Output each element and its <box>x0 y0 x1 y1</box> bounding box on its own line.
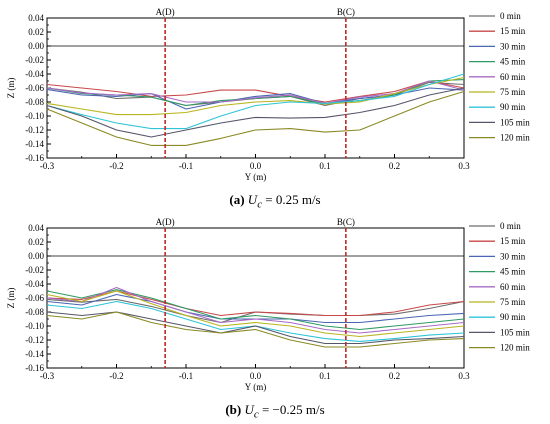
panel-b-series-8 <box>46 311 465 348</box>
panel-b-xtick-label: -0.2 <box>109 371 123 381</box>
panel-b-ytick-label: -0.16 <box>25 363 44 373</box>
panel-a-legend-label-8: 120 min <box>500 133 530 143</box>
panel-a-ytick-label: -0.02 <box>25 55 44 65</box>
panel-a-legend-label-6: 90 min <box>500 102 526 112</box>
panel-b-legend-label-7: 105 min <box>500 327 530 337</box>
panel-b-marker-label-1: B(C) <box>337 217 355 227</box>
panel-b-caption-symbol: U <box>244 402 254 417</box>
panel-b-series-4 <box>46 286 465 334</box>
panel-a-ytick-label: 0.02 <box>28 27 44 37</box>
panel-a-ylabel: Z (m) <box>6 78 16 99</box>
panel-b-legend-label-4: 60 min <box>500 282 526 292</box>
panel-a-series-7 <box>46 87 465 138</box>
panel-a-ytick-label: -0.10 <box>25 111 44 121</box>
panel-b-legend-label-2: 30 min <box>500 251 526 261</box>
panel-b-xtick-label: 0.2 <box>389 371 400 381</box>
panel-b-ytick-label: -0.08 <box>25 307 44 317</box>
panel-a-xtick-label: 0.2 <box>389 161 400 171</box>
panel-a-xlabel: Y (m) <box>245 172 266 182</box>
panel-a-ytick-label: -0.06 <box>25 83 44 93</box>
panel-b-series-7 <box>46 311 465 345</box>
panel-b-ytick-label: -0.14 <box>25 349 44 359</box>
panel-a-marker-label-1: B(C) <box>337 7 355 17</box>
panel-a-plot-frame <box>46 17 465 159</box>
panel-b-legend-label-0: 0 min <box>500 221 521 231</box>
panel-b-ytick-label: -0.06 <box>25 293 44 303</box>
panel-a-ytick-label: -0.14 <box>25 139 44 149</box>
panel-a-ytick-label: 0.00 <box>28 41 44 51</box>
panel-a-ytick-label: -0.12 <box>25 125 44 135</box>
panel-b-xtick-label: -0.3 <box>40 371 55 381</box>
panel-a-series-6 <box>46 73 465 130</box>
panel-b-series-5 <box>46 290 465 338</box>
panel-b-ylabel: Z (m) <box>6 288 16 309</box>
panel-b-xlabel: Y (m) <box>245 382 266 392</box>
panel-a-chart: 0.04 0.02 0.00 -0.02 -0.04 -0.06 -0.08 -0.10 -0.… <box>6 7 530 182</box>
panel-a-ytick-label: 0.04 <box>28 13 44 23</box>
panel-a-ytick-label: -0.16 <box>25 153 44 163</box>
panel-b-ytick-label: -0.02 <box>25 265 44 275</box>
panel-a-legend-label-7: 105 min <box>500 117 530 127</box>
panel-a-legend-label-5: 75 min <box>500 87 526 97</box>
panel-b-legend-label-1: 15 min <box>500 236 526 246</box>
panel-a-caption-label: (a) <box>229 192 245 207</box>
panel-b-legend-label-5: 75 min <box>500 297 526 307</box>
panel-a-ytick-label: -0.08 <box>25 97 44 107</box>
panel-a-legend-label-1: 15 min <box>500 26 526 36</box>
panel-a-caption-text: = 0.25 m/s <box>262 192 321 207</box>
panel-a-caption-subscript: c <box>257 198 262 211</box>
panel-a-xtick-label: 0.3 <box>458 161 470 171</box>
panel-b-caption-subscript: c <box>253 408 259 421</box>
panel-b-legend-label-3: 45 min <box>500 267 526 277</box>
panel-a-legend-label-0: 0 min <box>500 11 521 21</box>
panel-a-series-1 <box>46 80 465 103</box>
panel-a-xtick-label: -0.1 <box>179 161 193 171</box>
panel-b-ytick-label: 0.00 <box>28 251 44 261</box>
panel-b-ytick-label: -0.10 <box>25 321 44 331</box>
panel-b-series-3 <box>46 289 465 331</box>
panel-b-legend-label-8: 120 min <box>500 343 530 353</box>
panel-b-xtick-label: 0.3 <box>458 371 470 381</box>
panel-b-ytick-label: 0.04 <box>28 223 44 233</box>
panel-b-plot-frame <box>46 227 465 369</box>
panel-a-series-5 <box>46 76 465 116</box>
panel-b-ytick-label: 0.02 <box>28 237 44 247</box>
panel-b-caption: (b) Uc = −0.25 m/s <box>0 402 550 421</box>
panel-a-xtick-label: -0.2 <box>109 161 123 171</box>
panel-b-xtick-label: 0.1 <box>319 371 330 381</box>
panel-b-ytick-label: -0.12 <box>25 335 44 345</box>
panel-a-legend-label-3: 45 min <box>500 57 526 67</box>
panel-a-xtick-label: 0.1 <box>319 161 330 171</box>
panel-a-ytick-label: -0.04 <box>25 69 44 79</box>
panel-a-xtick-label: -0.3 <box>40 161 55 171</box>
panel-a-marker-label-0: A(D) <box>156 7 175 17</box>
panel-a-legend-label-4: 60 min <box>500 72 526 82</box>
panel-b-caption-label: (b) <box>225 402 242 417</box>
panel-a-xtick-label: 0.0 <box>250 161 262 171</box>
panel-b-legend-label-6: 90 min <box>500 312 526 322</box>
panel-a-legend-label-2: 30 min <box>500 41 526 51</box>
panel-a-caption-symbol: U <box>247 192 258 207</box>
panel-b-marker-label-0: A(D) <box>156 217 175 227</box>
panel-b-chart: 0.04 0.02 0.00 -0.02 -0.04 -0.06 -0.08 -0.10 -0.… <box>6 217 530 392</box>
panel-b-series-6 <box>46 300 465 342</box>
panel-b-caption-text: = −0.25 m/s <box>258 402 325 417</box>
panel-b-xtick-label: -0.1 <box>179 371 193 381</box>
panel-a-caption: (a) Uc = 0.25 m/s <box>0 192 550 211</box>
panel-a-series-8 <box>46 90 465 146</box>
panel-b-xtick-label: 0.0 <box>250 371 262 381</box>
panel-b-ytick-label: -0.04 <box>25 279 44 289</box>
panel-b-series-2 <box>46 293 465 324</box>
